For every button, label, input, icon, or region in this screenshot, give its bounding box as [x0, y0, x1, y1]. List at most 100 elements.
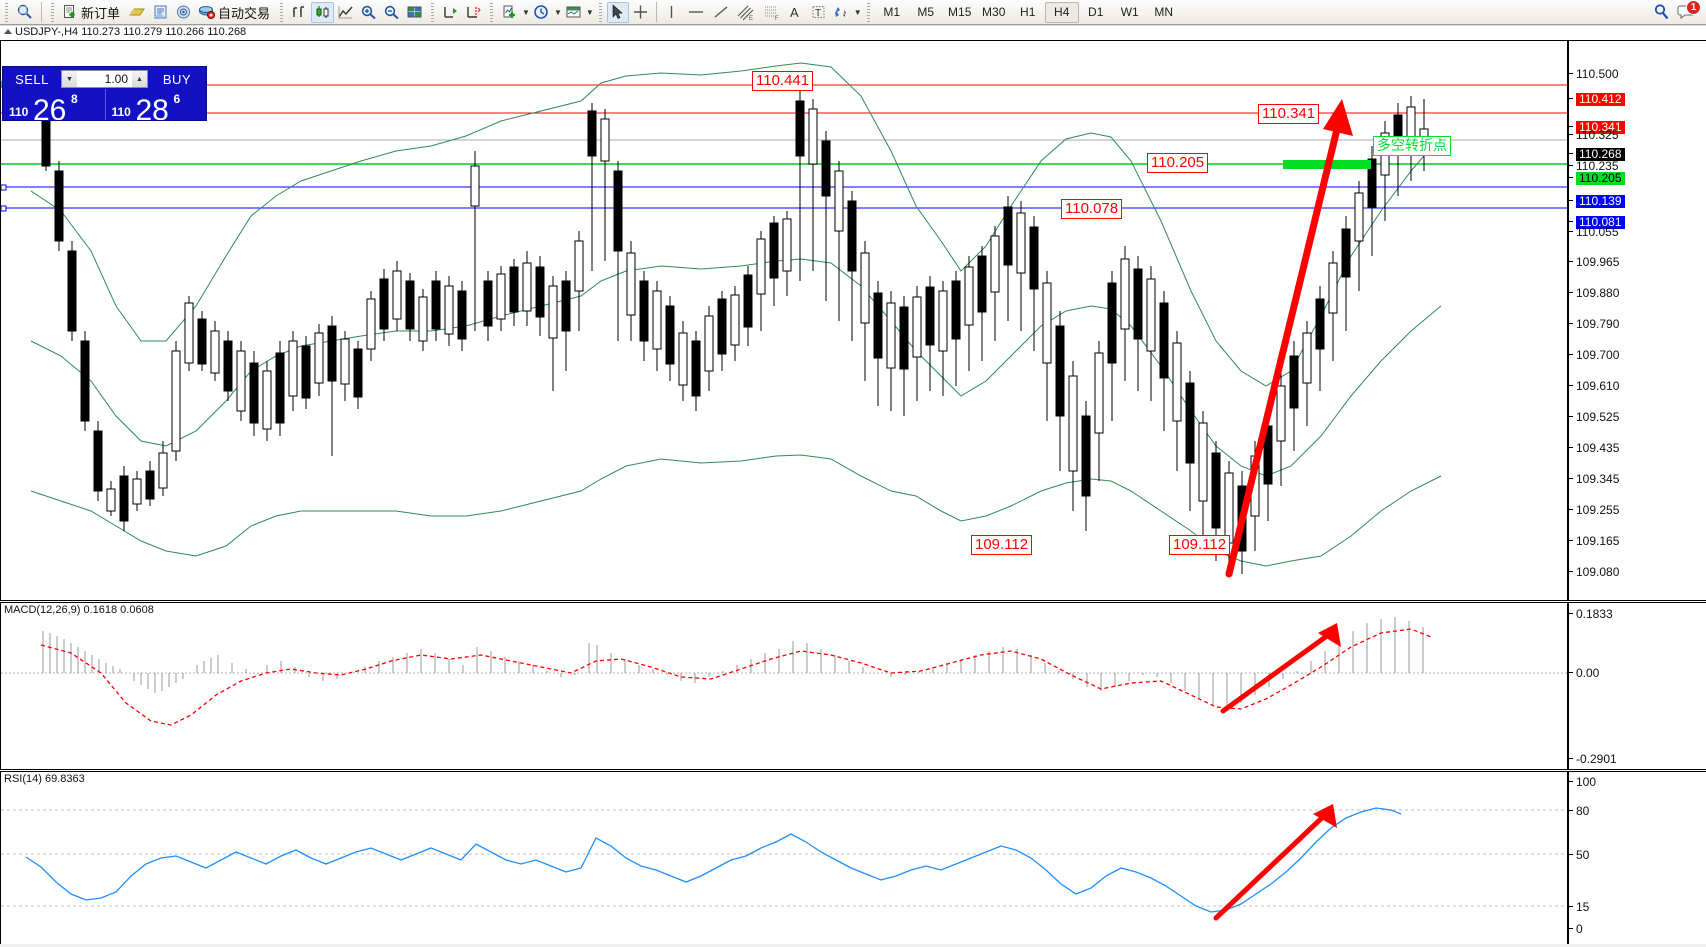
cursor-icon[interactable]: [606, 1, 629, 23]
sell-button[interactable]: SELL: [15, 71, 49, 87]
signals-icon[interactable]: [172, 2, 195, 23]
one-click-trading-panel[interactable]: SELL ▼ 1.00 ▲ BUY 110 26 8 110 28 6: [2, 66, 207, 121]
period-clock-icon[interactable]: [530, 2, 553, 23]
timeframe-mn[interactable]: MN: [1147, 2, 1181, 23]
anno-turning-point[interactable]: 多空转折点: [1373, 136, 1451, 156]
chevron-down-icon-3[interactable]: ▼: [585, 7, 594, 17]
toolbar-grip-3[interactable]: [278, 2, 286, 22]
horizontal-line-icon[interactable]: [683, 2, 709, 23]
shapes-icon[interactable]: [830, 2, 853, 23]
templates-icon[interactable]: [562, 2, 585, 23]
timeframe-m15[interactable]: M15: [943, 2, 977, 23]
auto-trading-label: 自动交易: [218, 5, 271, 21]
timeframe-m30-label: M30: [982, 5, 1006, 19]
price-pane[interactable]: 110.441 110.341 110.205 110.078 109.112 …: [0, 40, 1568, 601]
timeframe-w1[interactable]: W1: [1113, 2, 1147, 23]
scale-tick-109345: 109.345: [1569, 473, 1619, 485]
chart-shift-icon[interactable]: [462, 2, 485, 23]
timeframe-m1[interactable]: M1: [875, 2, 909, 23]
toolbar-grip-4[interactable]: [429, 2, 437, 22]
toolbar-grip-6[interactable]: [596, 2, 604, 22]
chevron-down-icon-4[interactable]: ▼: [853, 7, 862, 17]
volume-decrease-icon[interactable]: ▼: [62, 71, 77, 87]
collapse-triangle-icon[interactable]: [4, 28, 12, 34]
auto-trading-button[interactable]: 自动交易: [195, 2, 275, 23]
svg-text:E: E: [749, 16, 753, 21]
rsi-tick-15: 15: [1569, 901, 1589, 913]
toolbar-separator-2: [655, 2, 657, 22]
candlesticks: [41, 91, 1429, 574]
terminal-icon[interactable]: [149, 2, 172, 23]
trade-panel-prices: 110 26 8 110 28 6: [3, 89, 206, 120]
toolbar-grip-5[interactable]: [488, 2, 496, 22]
rsi-tick-50: 50: [1569, 849, 1589, 861]
new-order-button[interactable]: 新订单: [59, 2, 125, 23]
toolbar-grip[interactable]: [3, 2, 10, 22]
price-scale[interactable]: 110.500 110.412 110.341 110.325 110.268 …: [1568, 40, 1706, 601]
macd-pane[interactable]: MACD(12,26,9) 0.1618 0.0608: [0, 602, 1568, 770]
volume-stepper[interactable]: ▼ 1.00 ▲: [61, 70, 148, 88]
rsi-pane[interactable]: RSI(14) 69.8363: [0, 771, 1568, 945]
crosshair-icon[interactable]: [629, 2, 652, 23]
price-plot: [1, 41, 1567, 600]
anno-110441[interactable]: 110.441: [752, 71, 814, 91]
sell-price-quote[interactable]: 110 26 8: [3, 89, 105, 120]
timeframe-h1[interactable]: H1: [1011, 2, 1045, 23]
toolbar-grip-7[interactable]: [864, 2, 872, 22]
timeframe-group: M1 M5 M15 M30 H1 H4 D1 W1 MN: [875, 1, 1181, 23]
search-icon[interactable]: [1650, 2, 1674, 23]
auto-scroll-icon[interactable]: [439, 2, 462, 23]
macd-histogram: [42, 617, 1424, 707]
toolbar-separator: [41, 2, 42, 22]
scale-tick-110325: 110.325: [1569, 129, 1619, 141]
fibonacci-retracement-icon[interactable]: F: [759, 2, 785, 23]
timeframe-d1-label: D1: [1088, 5, 1104, 19]
rsi-tick-0: 0: [1569, 923, 1583, 935]
main-toolbar: 新订单: [0, 0, 1706, 25]
bar-chart-icon[interactable]: [288, 2, 311, 23]
scale-tick-110412: 110.412: [1569, 93, 1625, 106]
timeframe-d1[interactable]: D1: [1079, 2, 1113, 23]
scale-tick-110341: 110.341: [1569, 121, 1625, 134]
gold-bar-icon[interactable]: [125, 2, 149, 23]
scale-tick-110500: 110.500: [1569, 68, 1619, 80]
zoom-out-icon[interactable]: [380, 2, 403, 23]
candlestick-chart-icon[interactable]: [311, 1, 335, 23]
text-icon[interactable]: A: [785, 2, 807, 23]
anno-110078[interactable]: 110.078: [1061, 199, 1123, 219]
anno-109112-right[interactable]: 109.112: [1169, 535, 1231, 555]
vertical-line-icon[interactable]: [661, 2, 683, 23]
timeframe-mn-label: MN: [1154, 5, 1174, 19]
buy-button[interactable]: BUY: [162, 71, 192, 87]
volume-increase-icon[interactable]: ▲: [132, 71, 147, 87]
volume-input[interactable]: 1.00: [77, 71, 132, 87]
chevron-down-icon-2[interactable]: ▼: [553, 7, 562, 17]
timeframe-h4[interactable]: H4: [1044, 1, 1079, 23]
trendline-icon[interactable]: [709, 2, 733, 23]
line-chart-icon[interactable]: [334, 2, 357, 23]
timeframe-m5[interactable]: M5: [909, 2, 943, 23]
macd-scale[interactable]: 0.1833 0.00 -0.2901: [1568, 602, 1706, 770]
buy-price-quote[interactable]: 110 28 6: [104, 89, 207, 121]
toolbar-grip-2[interactable]: [49, 2, 56, 22]
add-indicator-icon[interactable]: [498, 2, 521, 23]
price-scale-column[interactable]: 110.500 110.412 110.341 110.325 110.268 …: [1568, 40, 1706, 945]
grid-icon[interactable]: [403, 2, 426, 23]
macd-tick-max: 0.1833: [1569, 608, 1613, 620]
macd-plot: [1, 603, 1567, 769]
buy-price-big: 28: [135, 94, 169, 121]
timeframe-m30[interactable]: M30: [977, 2, 1011, 23]
equidistant-channel-icon[interactable]: E: [733, 2, 759, 23]
rsi-scale[interactable]: 100 80 50 15 0: [1568, 771, 1706, 945]
market-watch-icon[interactable]: [13, 2, 37, 23]
notification-icon[interactable]: 1: [1674, 0, 1701, 22]
anno-109112-left[interactable]: 109.112: [971, 535, 1033, 555]
anno-110205[interactable]: 110.205: [1147, 153, 1209, 173]
scale-tick-109880: 109.880: [1569, 287, 1619, 299]
chevron-down-icon[interactable]: ▼: [522, 7, 530, 17]
zoom-in-icon[interactable]: [357, 2, 380, 23]
chart-title-text: USDJPY-,H4 110.273 110.279 110.266 110.2…: [15, 26, 247, 38]
anno-110341[interactable]: 110.341: [1258, 104, 1320, 124]
text-label-icon[interactable]: T: [807, 2, 830, 23]
